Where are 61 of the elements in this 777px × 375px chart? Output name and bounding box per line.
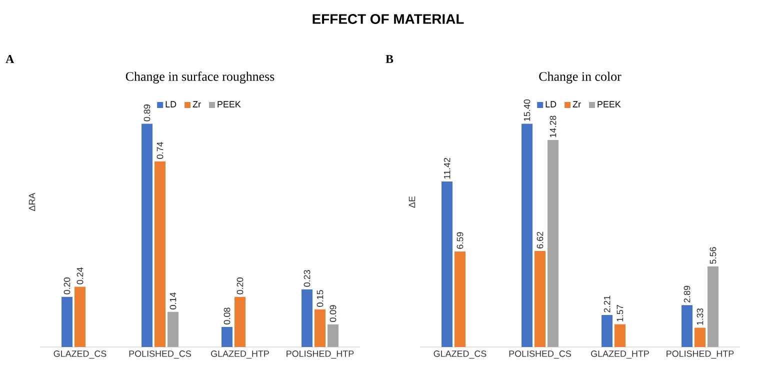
data-label: 2.21: [604, 296, 610, 312]
bar: [327, 324, 338, 347]
bar: [454, 251, 466, 347]
data-label: 0.20: [236, 278, 244, 294]
legend-label: PEEK: [598, 101, 621, 108]
text: EFFECT OF MATERIAL: [312, 14, 464, 24]
legend-label: Zr: [192, 101, 201, 108]
bar: [708, 266, 719, 347]
bar: [234, 296, 246, 347]
x-tick-label: POLISHED_HTP: [666, 350, 734, 359]
bar: [142, 124, 153, 347]
x-tick-label: POLISHED_HTP: [286, 350, 354, 359]
data-label: 15.40: [524, 99, 530, 121]
bar: [314, 309, 326, 347]
data-label: 0.74: [156, 142, 164, 159]
data-label: 14.28: [550, 116, 556, 138]
data-label: 0.20: [64, 278, 70, 294]
data-label: 0.24: [76, 267, 84, 284]
x-tick-label: GLAZED_HTP: [211, 350, 269, 359]
data-label: 0.23: [304, 270, 310, 287]
bar: [682, 305, 693, 347]
data-label: 11.42: [444, 158, 450, 179]
x-tick-label: POLISHED_CS: [509, 350, 571, 359]
legend-label: LD: [546, 101, 556, 108]
x-tick-label: POLISHED_CS: [129, 350, 191, 359]
data-label: 0.14: [170, 292, 176, 310]
data-label: 5.56: [710, 247, 716, 264]
bar: [534, 251, 546, 347]
bar: [548, 140, 559, 347]
bar: [62, 296, 73, 347]
data-label: 6.59: [456, 232, 464, 249]
bar: [442, 181, 453, 347]
text: B: [386, 55, 394, 63]
legend-label: Zr: [572, 101, 581, 108]
data-label: 2.89: [684, 286, 690, 302]
bar: [167, 312, 178, 347]
y-axis-title: ΔRA: [28, 192, 36, 211]
bar: [154, 161, 166, 347]
bar: [522, 124, 533, 347]
chart-title: Change in surface roughness: [126, 72, 274, 84]
bar: [302, 289, 313, 347]
legend-label: PEEK: [218, 101, 241, 108]
data-label: 0.15: [316, 290, 324, 307]
legend-label: LD: [166, 101, 176, 108]
x-tick-label: GLAZED_CS: [434, 350, 486, 359]
x-tick-label: GLAZED_CS: [54, 350, 106, 359]
bar: [74, 286, 86, 347]
bar: [614, 324, 626, 347]
bar: [694, 328, 706, 347]
data-label: 6.62: [536, 232, 544, 248]
data-label: 0.89: [144, 104, 150, 122]
x-tick-label: GLAZED_HTP: [591, 350, 649, 359]
bar: [602, 314, 613, 347]
chart-title: Change in color: [539, 72, 622, 84]
data-label: 0.08: [224, 308, 230, 324]
y-axis-title: ΔE: [408, 196, 416, 208]
text: A: [6, 55, 14, 63]
data-label: 0.09: [330, 305, 336, 322]
data-label: 1.57: [616, 305, 624, 322]
data-label: 1.33: [696, 308, 704, 325]
bar: [222, 326, 233, 347]
